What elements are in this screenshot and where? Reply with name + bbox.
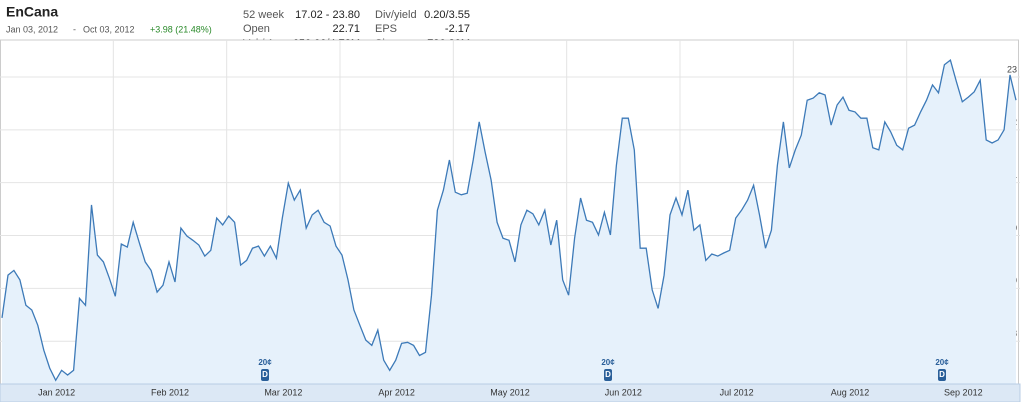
- price-change: +3.98 (21.48%): [150, 24, 212, 34]
- dividend-icon-box: [938, 369, 946, 381]
- dividend-icon: D: [605, 370, 611, 379]
- x-tick-label: Sep 2012: [944, 387, 983, 397]
- title: EnCana: [6, 4, 58, 20]
- x-tick-label: Jan 2012: [38, 387, 75, 397]
- y-tick-label: 23: [1007, 64, 1017, 74]
- stat-value: -2.17: [445, 23, 470, 35]
- stat-value: 0.20/3.55: [424, 9, 470, 21]
- range-start: Jan 03, 2012: [6, 24, 58, 34]
- dividend-icon: D: [262, 370, 268, 379]
- x-tick-label: Aug 2012: [831, 387, 870, 397]
- x-axis-band: [0, 383, 1021, 402]
- x-tick-label: Feb 2012: [151, 387, 189, 397]
- dividend-amount: 20¢: [601, 358, 615, 367]
- stat-value: 22.71: [332, 23, 360, 35]
- x-tick-label: Mar 2012: [264, 387, 302, 397]
- area: [2, 60, 1016, 384]
- dividend-amount: 20¢: [935, 358, 949, 367]
- stat-label: Open: [243, 23, 270, 35]
- stat-label: EPS: [375, 23, 397, 35]
- dividend-icon: D: [939, 370, 945, 379]
- x-tick-label: May 2012: [490, 387, 530, 397]
- stat-label: Div/yield: [375, 9, 417, 21]
- x-tick-label: Apr 2012: [378, 387, 415, 397]
- price-line: [1, 58, 1017, 382]
- stat-label: 52 week: [243, 9, 284, 21]
- range-separator: -: [73, 24, 76, 34]
- x-tick-label: Jun 2012: [605, 387, 642, 397]
- x-tick-label: Jul 2012: [720, 387, 754, 397]
- dividend-amount: 20¢: [258, 358, 272, 367]
- dividend-icon-box: [261, 369, 269, 381]
- dividend-icon-box: [604, 369, 612, 381]
- stat-value: 17.02 - 23.80: [295, 9, 360, 21]
- range-end: Oct 03, 2012: [83, 24, 135, 34]
